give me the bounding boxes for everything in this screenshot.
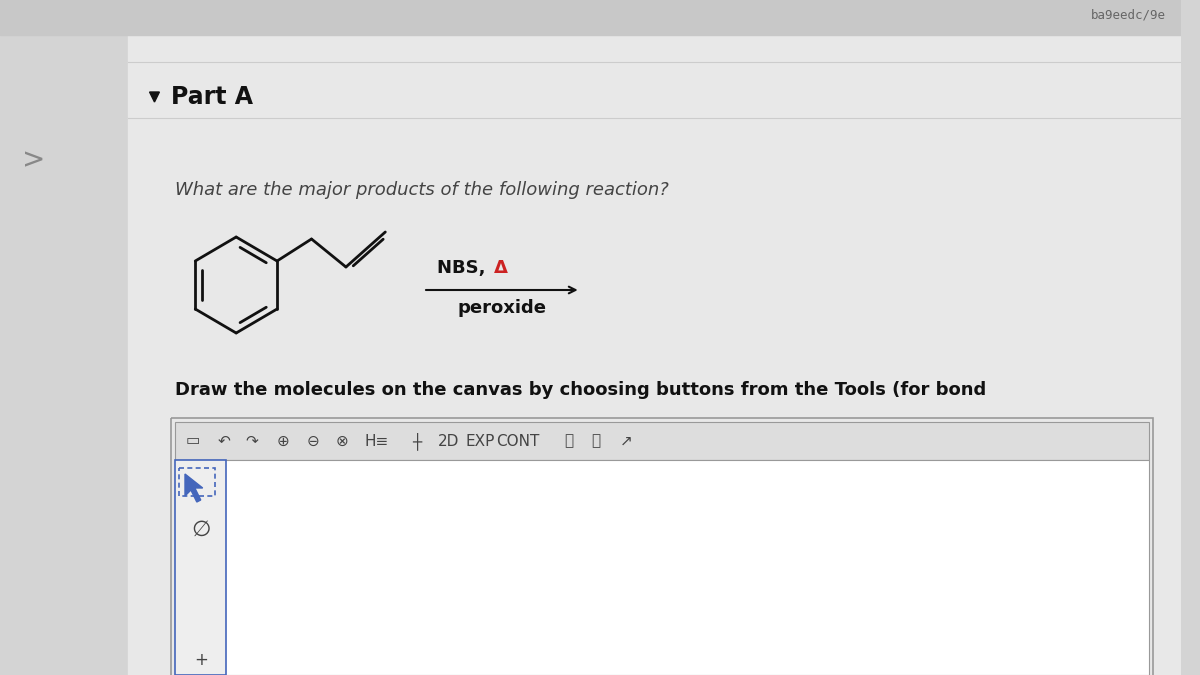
Bar — [175, 422, 1150, 460]
Text: ⓘ: ⓘ — [564, 433, 574, 448]
Text: ⊕: ⊕ — [277, 433, 289, 448]
Text: ∅: ∅ — [191, 520, 210, 540]
Bar — [172, 418, 1153, 675]
Text: ⊗: ⊗ — [336, 433, 349, 448]
Bar — [175, 460, 1150, 675]
Text: ⊖: ⊖ — [306, 433, 319, 448]
Text: ┼: ┼ — [412, 432, 421, 450]
Bar — [128, 35, 1181, 675]
Bar — [179, 468, 215, 496]
Bar — [175, 460, 227, 675]
Text: ba9eedc/9e: ba9eedc/9e — [1091, 9, 1166, 22]
Text: >: > — [22, 146, 46, 174]
Polygon shape — [150, 92, 160, 102]
Text: Part A: Part A — [172, 85, 253, 109]
Text: ↶: ↶ — [218, 433, 230, 448]
Text: EXP: EXP — [466, 433, 494, 448]
Text: peroxide: peroxide — [457, 299, 546, 317]
Text: CONT: CONT — [496, 433, 539, 448]
Text: NBS,: NBS, — [437, 259, 492, 277]
Text: ▭: ▭ — [186, 433, 200, 448]
Text: ❓: ❓ — [592, 433, 601, 448]
Text: ↗: ↗ — [619, 433, 632, 448]
Bar — [0, 0, 1181, 35]
Text: H≡: H≡ — [365, 433, 389, 448]
Text: +: + — [193, 651, 208, 669]
Text: Draw the molecules on the canvas by choosing buttons from the Tools (for bond: Draw the molecules on the canvas by choo… — [175, 381, 986, 399]
Text: 2D: 2D — [438, 433, 460, 448]
Polygon shape — [185, 474, 203, 502]
Text: ↷: ↷ — [246, 433, 258, 448]
Text: Δ: Δ — [494, 259, 508, 277]
Text: What are the major products of the following reaction?: What are the major products of the follo… — [175, 181, 668, 199]
